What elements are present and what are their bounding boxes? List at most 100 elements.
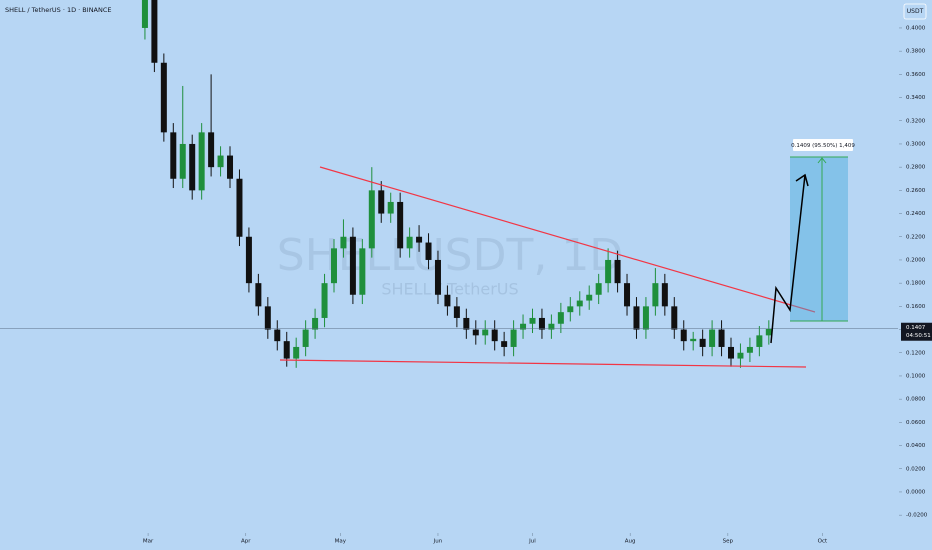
y-tick-label: 0.2600	[906, 188, 926, 194]
x-tick-label: Jun	[433, 539, 443, 545]
x-tick-label: May	[335, 539, 347, 545]
x-tick-label: Sep	[723, 539, 734, 545]
candle-body	[189, 143, 196, 191]
candle-body	[387, 201, 394, 214]
candle-body	[434, 259, 441, 295]
candle-body	[208, 132, 215, 168]
y-tick-label: 0.3400	[906, 95, 926, 101]
y-tick-label: 0.0000	[906, 489, 926, 495]
currency-box	[903, 3, 927, 20]
y-tick-label: 0.3200	[906, 118, 926, 124]
candle-body	[312, 317, 319, 330]
candle-body	[368, 190, 375, 249]
candle-body	[349, 236, 356, 295]
candle-body	[661, 283, 668, 307]
candle-body	[179, 143, 186, 179]
candle-body	[529, 317, 536, 324]
y-tick-label: 0.4000	[906, 25, 926, 31]
candle-body	[170, 132, 177, 179]
y-tick-label: 0.0800	[906, 397, 926, 403]
y-tick-label: 0.1800	[906, 281, 926, 287]
candle-body	[709, 329, 716, 347]
candle-body	[397, 201, 404, 249]
candle-body	[548, 323, 555, 330]
candle-body	[378, 190, 385, 214]
candle-body	[236, 178, 243, 237]
candle-body	[227, 155, 234, 179]
chart-title: SHELL / TetherUS · 1D · BINANCE	[5, 6, 112, 14]
candle-body	[690, 338, 697, 342]
candle-body	[359, 248, 366, 295]
candle-body	[567, 306, 574, 313]
projection-arrowhead	[795, 173, 809, 187]
candle-body	[718, 329, 725, 347]
candle-body	[746, 346, 753, 353]
candle-body	[293, 346, 300, 359]
candle-body	[283, 341, 290, 359]
candle-body	[737, 352, 744, 359]
candle-body	[141, 0, 148, 28]
last-price-label: 0.1407	[906, 325, 926, 331]
y-tick-label: -0.0200	[906, 513, 928, 519]
candle-body	[491, 329, 498, 342]
candle-body	[699, 338, 706, 347]
candle-body	[255, 283, 262, 307]
y-tick-label: 0.3600	[906, 72, 926, 78]
x-tick-label: Oct	[818, 539, 828, 545]
candle-body	[765, 328, 772, 336]
candle-body	[151, 0, 158, 63]
candle-body	[340, 236, 347, 249]
candle-body	[264, 306, 271, 330]
y-tick-label: 0.0200	[906, 466, 926, 472]
candle-body	[274, 329, 281, 342]
candle-body	[482, 329, 489, 336]
candle-body	[160, 62, 167, 133]
currency-label: USDT	[907, 8, 924, 15]
candle-body	[520, 323, 527, 330]
candle-body	[416, 236, 423, 243]
projection-arrow	[770, 174, 806, 344]
support-line	[279, 359, 807, 368]
candle-body	[538, 317, 545, 330]
y-tick-label: 0.0400	[906, 443, 926, 449]
countdown-label: 04:50:51	[906, 333, 931, 339]
y-tick-label: 0.2400	[906, 211, 926, 217]
candle-body	[463, 317, 470, 330]
candle-body	[330, 248, 337, 284]
candle-body	[671, 306, 678, 330]
candle-body	[245, 236, 252, 284]
x-tick-label: Apr	[241, 539, 251, 545]
candle-body	[586, 294, 593, 301]
candle-body	[680, 329, 687, 342]
candle-body	[425, 242, 432, 260]
candle-body	[633, 306, 640, 330]
candle-body	[605, 259, 612, 284]
candle-body	[444, 294, 451, 307]
candle-body	[406, 236, 413, 249]
candle-body	[642, 306, 649, 330]
candle-body	[728, 346, 735, 359]
candle-body	[501, 341, 508, 347]
candle-body	[595, 283, 602, 295]
y-tick-label: 0.3800	[906, 49, 926, 55]
candle-body	[453, 306, 460, 318]
candle-body	[576, 300, 583, 307]
candle-body	[557, 312, 564, 324]
y-tick-label: 0.2000	[906, 257, 926, 263]
watermark-subtitle: SHELL / TetherUS	[381, 280, 518, 299]
last-price-box	[901, 322, 932, 341]
y-tick-label: 0.1200	[906, 350, 926, 356]
y-tick-label: 0.1600	[906, 304, 926, 310]
candle-body	[756, 335, 763, 347]
candle-body	[510, 329, 517, 347]
candle-body	[321, 283, 328, 318]
y-tick-label: 0.2200	[906, 234, 926, 240]
y-tick-label: 0.2800	[906, 165, 926, 171]
plot-area	[0, 0, 898, 368]
candle-body	[624, 283, 631, 307]
x-tick-label: Aug	[625, 539, 636, 545]
x-tick-label: Mar	[143, 539, 154, 545]
measure-box	[790, 157, 848, 321]
